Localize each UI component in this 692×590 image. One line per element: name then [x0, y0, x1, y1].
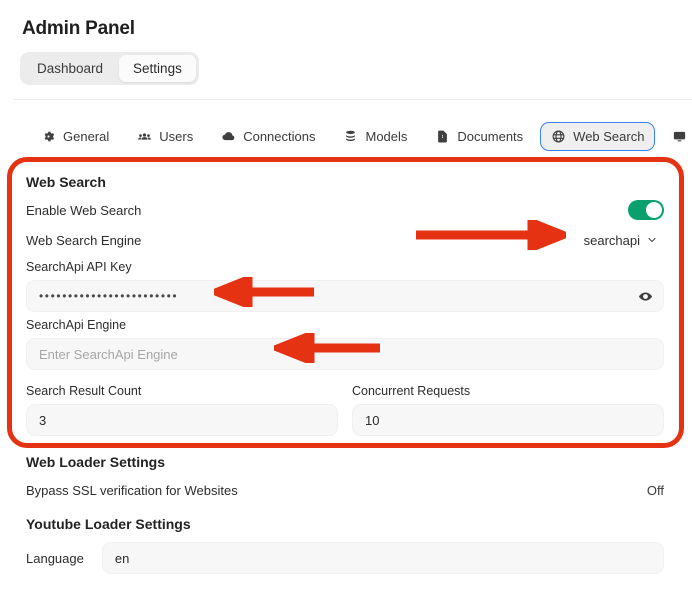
web-search-engine-label: Web Search Engine [26, 232, 142, 248]
tab-documents[interactable]: Documents [424, 122, 534, 151]
searchapi-engine-input[interactable]: Enter SearchApi Engine [26, 338, 664, 370]
enable-web-search-toggle[interactable] [628, 200, 664, 220]
section-title-web-search: Web Search [26, 174, 106, 190]
bypass-ssl-label: Bypass SSL verification for Websites [26, 482, 238, 498]
language-input[interactable]: en [101, 542, 664, 574]
database-icon [343, 129, 358, 144]
tab-users[interactable]: Users [126, 122, 204, 151]
segment-settings[interactable]: Settings [119, 55, 196, 82]
header-divider [14, 99, 692, 100]
web-search-engine-row: Web Search Engine searchapi [26, 230, 664, 250]
concurrent-requests-input[interactable]: 10 [352, 404, 664, 436]
concurrent-requests-field: Concurrent Requests 10 [352, 378, 664, 436]
cloud-icon [221, 129, 236, 144]
counts-row: Search Result Count 3 Concurrent Request… [26, 378, 664, 436]
searchapi-api-key-input[interactable]: •••••••••••••••••••••••• [26, 280, 664, 312]
tab-label: Web Search [573, 128, 645, 144]
tab-web-search[interactable]: Web Search [540, 121, 656, 151]
concurrent-requests-label: Concurrent Requests [352, 384, 471, 398]
section-title-web-loader: Web Loader Settings [26, 454, 165, 470]
web-search-settings-group: Web Search Enable Web Search Web Search … [0, 160, 692, 574]
chevron-down-icon [646, 234, 658, 246]
tab-interface[interactable]: Ir [661, 122, 692, 151]
users-icon [137, 129, 152, 144]
language-label: Language [26, 550, 84, 566]
tab-label: Models [365, 128, 408, 144]
searchapi-engine-label: SearchApi Engine [26, 318, 127, 332]
gear-icon [41, 129, 56, 144]
eye-icon[interactable] [637, 288, 653, 304]
page-title: Admin Panel [22, 18, 135, 39]
tab-models[interactable]: Models [332, 122, 418, 151]
tab-label: Connections [243, 128, 316, 144]
globe-icon [551, 129, 566, 144]
monitor-icon [672, 129, 687, 144]
enable-web-search-label: Enable Web Search [26, 202, 142, 218]
bypass-ssl-row: Bypass SSL verification for Websites Off [26, 480, 664, 500]
tab-label: Documents [457, 128, 524, 144]
searchapi-api-key-label: SearchApi API Key [26, 260, 132, 274]
view-segmented-control[interactable]: Dashboard Settings [20, 52, 199, 85]
segment-dashboard[interactable]: Dashboard [23, 55, 117, 82]
searchapi-api-key-value: •••••••••••••••••••••••• [39, 289, 179, 303]
bypass-ssl-value[interactable]: Off [646, 482, 664, 498]
tab-connections[interactable]: Connections [210, 122, 326, 151]
tab-general[interactable]: General [30, 122, 120, 151]
admin-header: Admin Panel Dashboard Settings [0, 0, 692, 100]
search-result-count-input[interactable]: 3 [26, 404, 338, 436]
web-search-engine-select[interactable]: searchapi [578, 232, 664, 249]
toggle-knob [646, 202, 662, 218]
language-row: Language en [26, 542, 664, 574]
tab-label: General [63, 128, 110, 144]
web-search-engine-value: searchapi [583, 232, 640, 248]
document-icon [435, 129, 450, 144]
search-result-count-label: Search Result Count [26, 384, 142, 398]
enable-web-search-row: Enable Web Search [26, 200, 664, 220]
section-title-youtube-loader: Youtube Loader Settings [26, 516, 191, 532]
settings-tabstrip[interactable]: General Users Connections [0, 118, 692, 154]
search-result-count-field: Search Result Count 3 [26, 378, 338, 436]
tab-label: Users [159, 128, 194, 144]
